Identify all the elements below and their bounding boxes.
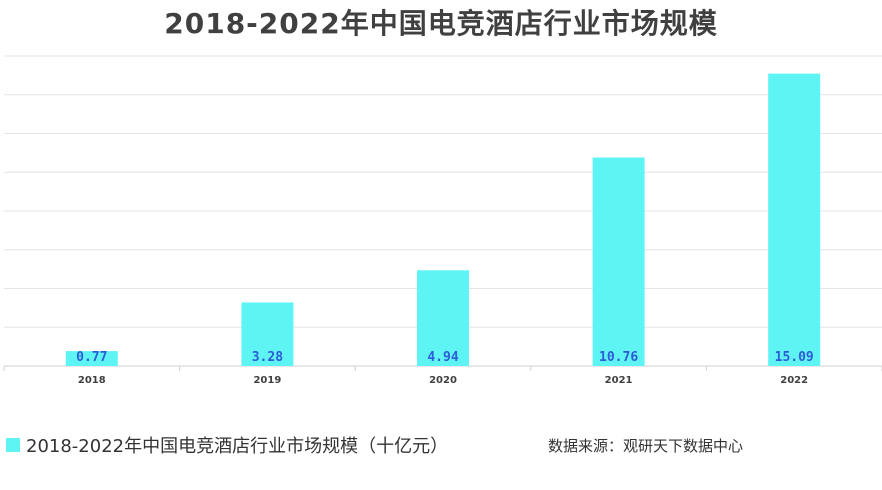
bar-2021: [592, 157, 645, 366]
bar-2018: [65, 351, 118, 366]
x-tick-label-2020: 2020: [429, 375, 457, 386]
bar-2019: [241, 302, 294, 366]
data-label-2022: 15.09: [775, 350, 814, 365]
x-tick-label-2022: 2022: [780, 375, 808, 386]
legend-swatch: [6, 438, 20, 452]
x-tick-label-2021: 2021: [605, 375, 633, 386]
legend: 2018-2022年中国电竞酒店行业市场规模（十亿元）: [6, 432, 448, 458]
bar-2022: [768, 73, 821, 366]
data-source: 数据来源：观研天下数据中心: [548, 437, 744, 455]
legend-label: 2018-2022年中国电竞酒店行业市场规模（十亿元）: [26, 436, 449, 457]
chart-title: 2018-2022年中国电竞酒店行业市场规模: [164, 7, 718, 40]
bar-chart: 0.77 3.28 4.94 10.76 15.09 2018 2019 2020 2021 2…: [3, 55, 882, 386]
x-axis: 2018 2019 2020 2021 2022: [3, 366, 882, 386]
data-label-2018: 0.77: [76, 350, 107, 365]
x-tick-label-2018: 2018: [78, 375, 106, 386]
bar-2020: [417, 270, 469, 366]
gridlines: [4, 55, 882, 367]
bars: 0.77 3.28 4.94 10.76 15.09: [65, 73, 821, 366]
data-label-2019: 3.28: [252, 350, 283, 365]
data-label-2020: 4.94: [427, 350, 458, 365]
data-label-2021: 10.76: [599, 350, 638, 365]
x-tick-label-2019: 2019: [253, 375, 281, 386]
